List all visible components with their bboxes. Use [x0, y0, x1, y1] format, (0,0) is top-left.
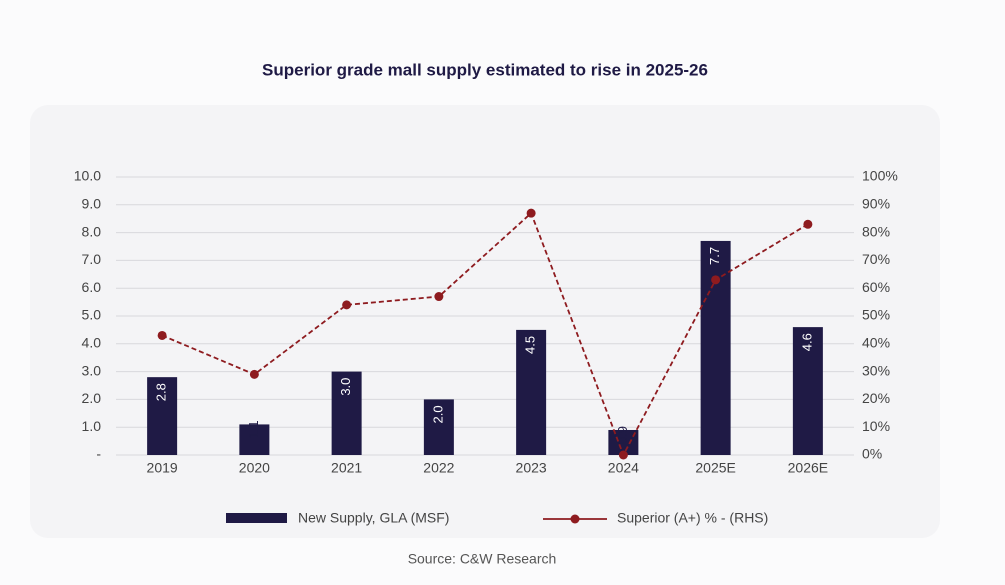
y2-tick-label: 100% [862, 168, 898, 184]
y2-tick-label: 90% [862, 196, 890, 212]
marker [342, 300, 352, 310]
marker [618, 450, 628, 460]
y2-tick-label: 50% [862, 307, 890, 323]
y-tick-label: 9.0 [82, 196, 102, 212]
bar [423, 399, 454, 455]
marker [711, 275, 721, 285]
marker [803, 219, 813, 229]
x-tick-label: 2021 [331, 460, 362, 476]
legend-label: Superior (A+) % - (RHS) [617, 510, 768, 526]
marker [434, 292, 444, 302]
value-label: 1.1 [246, 420, 261, 438]
legend-swatch [226, 513, 287, 523]
y2-tick-label: 80% [862, 223, 890, 239]
y-tick-label: 4.0 [82, 335, 102, 351]
y2-tick-label: 10% [862, 418, 890, 434]
marker [157, 330, 167, 340]
chart-title: Superior grade mall supply estimated to … [262, 60, 708, 79]
x-tick-label: 2020 [239, 460, 270, 476]
y-tick-label: 2.0 [82, 390, 102, 406]
y2-tick-label: 40% [862, 335, 890, 351]
value-label: 4.6 [799, 333, 814, 351]
bar [792, 327, 823, 455]
y-tick-label: 3.0 [82, 362, 102, 378]
bar [516, 329, 547, 455]
y-tick-label: 1.0 [82, 418, 102, 434]
y-tick-label: 6.0 [82, 279, 102, 295]
y2-tick-label: 60% [862, 279, 890, 295]
y-tick-label: - [96, 446, 101, 462]
y2-tick-label: 70% [862, 251, 890, 267]
x-tick-label: 2024 [608, 460, 639, 476]
source: Source: C&W Research [408, 551, 557, 567]
bar [700, 240, 731, 455]
legend-swatch [570, 514, 580, 524]
value-label: 3.0 [338, 378, 353, 396]
value-label: 0.9 [615, 426, 630, 444]
value-label: 7.7 [707, 247, 722, 265]
value-label: 2.8 [154, 383, 169, 401]
marker [249, 369, 259, 379]
x-tick-label: 2023 [516, 460, 547, 476]
y-tick-label: 5.0 [82, 307, 102, 323]
bar [239, 424, 270, 455]
y2-tick-label: 30% [862, 362, 890, 378]
y-tick-label: 10.0 [74, 168, 101, 184]
marker [526, 208, 536, 218]
x-tick-label: 2019 [147, 460, 178, 476]
y2-tick-label: 20% [862, 390, 890, 406]
legend-label: New Supply, GLA (MSF) [298, 510, 449, 526]
value-label: 4.5 [523, 336, 538, 354]
x-tick-label: 2025E [695, 460, 735, 476]
bar [147, 377, 178, 455]
line [161, 211, 809, 458]
value-label: 2.0 [430, 405, 445, 423]
y2-tick-label: 0% [862, 446, 882, 462]
x-tick-label: 2026E [788, 460, 828, 476]
y-tick-label: 7.0 [82, 251, 102, 267]
y-tick-label: 8.0 [82, 223, 102, 239]
x-tick-label: 2022 [423, 460, 454, 476]
bar [331, 371, 362, 455]
